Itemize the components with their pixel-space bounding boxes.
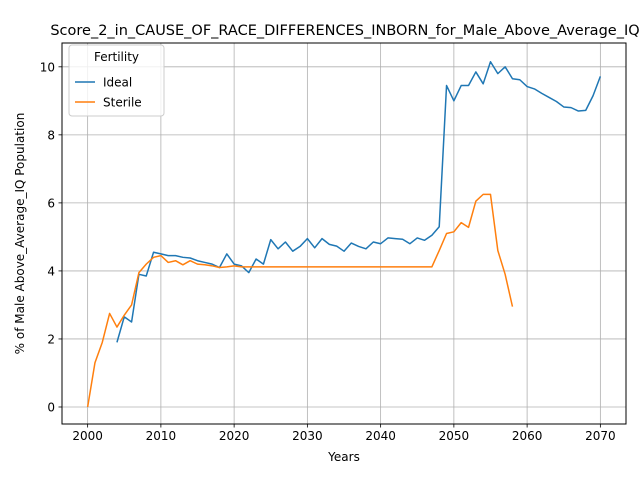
- y-tick-label: 0: [47, 400, 55, 414]
- x-axis-label: Years: [327, 450, 360, 464]
- y-tick-label: 8: [47, 128, 55, 142]
- y-tick-label: 2: [47, 332, 55, 346]
- legend-entries: Ideal Sterile: [75, 76, 142, 110]
- x-tick-label: 2020: [219, 429, 250, 443]
- x-tick-label: 2050: [439, 429, 470, 443]
- series-lines: [86, 60, 602, 408]
- y-axis-ticks: 0 2 4 6 8 10: [40, 60, 62, 414]
- x-tick-label: 2060: [512, 429, 543, 443]
- y-tick-label: 6: [47, 196, 55, 210]
- x-tick-label: 2040: [365, 429, 396, 443]
- x-axis-ticks: 2000 2010 2020 2030 2040 2050 2060 2070: [72, 424, 616, 443]
- legend-box: [68, 44, 165, 117]
- plot-area-frame: [61, 42, 627, 425]
- y-tick-label: 10: [40, 60, 55, 74]
- series-line-sterile: [86, 193, 514, 408]
- x-tick-label: 2030: [292, 429, 323, 443]
- x-tick-label: 2010: [146, 429, 177, 443]
- y-tick-label: 4: [47, 264, 55, 278]
- series-line-ideal: [116, 60, 602, 343]
- chart-title: Score_2_in_CAUSE_OF_RACE_DIFFERENCES_INB…: [50, 23, 639, 39]
- legend-title: Fertility: [94, 50, 139, 64]
- grid: [62, 43, 626, 424]
- legend: Fertility Ideal Sterile: [68, 44, 165, 117]
- x-tick-label: 2000: [72, 429, 103, 443]
- legend-label-sterile: Sterile: [103, 96, 142, 110]
- x-tick-label: 2070: [585, 429, 616, 443]
- legend-label-ideal: Ideal: [103, 76, 132, 90]
- y-axis-label: % of Male Above_Average_IQ Population: [13, 113, 27, 355]
